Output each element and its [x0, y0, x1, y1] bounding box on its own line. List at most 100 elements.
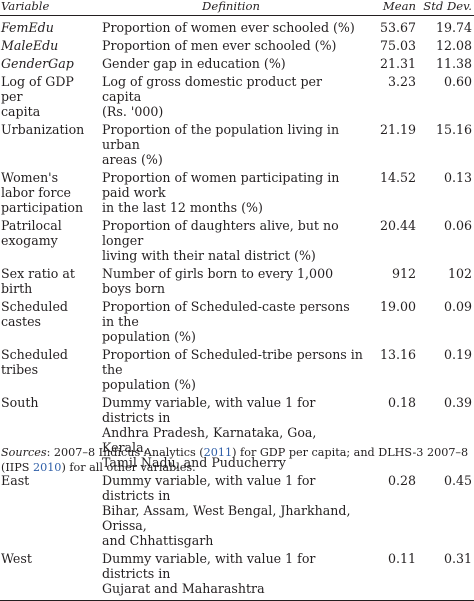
sources-label: Sources — [1, 446, 47, 459]
cell-mean: 0.28 — [387, 473, 416, 488]
cell-mean: 21.19 — [379, 122, 416, 137]
definition-line: Gender gap in education (%) — [102, 56, 286, 71]
cell-std-dev: 0.06 — [443, 218, 472, 233]
cell-std-dev: 12.08 — [435, 38, 472, 53]
cell-std-dev: 11.38 — [435, 56, 472, 71]
cell-variable: East — [0, 470, 98, 548]
cell-std-dev: 0.13 — [443, 170, 472, 185]
definition-line: Proportion of women ever schooled (%) — [102, 20, 355, 35]
definition-line: Andhra Pradesh, Karnataka, Goa, Kerala, — [102, 425, 317, 455]
cell-definition: Proportion of men ever schooled (%) — [98, 35, 364, 53]
definition-line: Proportion of women participating in pai… — [102, 170, 340, 200]
cell-std-dev: 0.60 — [443, 74, 472, 89]
cell-variable: Patrilocal exogamy — [0, 215, 98, 263]
variable-line: capita — [1, 104, 41, 119]
table-row: Scheduled tribes Proportion of Scheduled-t… — [0, 344, 474, 392]
variable-line: West — [1, 551, 32, 566]
header-variable: Variable — [0, 0, 98, 16]
table-sources-note: Sources: 2007–8 Indicus Analytics (2011)… — [1, 445, 474, 475]
sources-text-1: : 2007–8 Indicus Analytics ( — [46, 446, 204, 459]
table-row: Urbanization Proportion of the population… — [0, 119, 474, 167]
cell-std-dev: 0.19 — [443, 347, 472, 362]
sources-text-2: ) for GDP per capita; and DLHS-3 2007–8 … — [1, 446, 469, 474]
cell-definition: Proportion of women participating in pai… — [98, 167, 364, 215]
cell-std-dev: 0.45 — [443, 473, 472, 488]
cell-definition: Dummy variable, with value 1 for distric… — [98, 548, 364, 601]
variable-line: exogamy — [1, 233, 58, 248]
definition-line: Gujarat and Maharashtra — [102, 581, 265, 596]
cell-std-dev: 102 — [447, 266, 472, 281]
variable-line: MaleEdu — [1, 38, 59, 53]
cell-std-dev: 0.31 — [421, 548, 474, 601]
header-definition: Definition — [98, 0, 364, 16]
cell-definition: Dummy variable, with value 1 for distric… — [98, 392, 364, 470]
table-row: South Dummy variable, with value 1 for di… — [0, 392, 474, 470]
definition-line: Proportion of the population living in u… — [102, 122, 340, 152]
citation-link-2011[interactable]: 2011 — [203, 446, 233, 459]
cell-variable: MaleEdu — [0, 35, 98, 53]
variable-line: East — [1, 473, 30, 488]
table-row: Scheduled castes Proportion of Scheduled-c… — [0, 296, 474, 344]
definition-line: (Rs. '000) — [102, 104, 164, 119]
variable-line: Scheduled — [1, 299, 68, 314]
variable-line: Patrilocal — [1, 218, 62, 233]
variable-line: GenderGap — [1, 56, 74, 71]
cell-mean: 3.23 — [387, 74, 416, 89]
table-row: Patrilocal exogamy Proportion of daughters… — [0, 215, 474, 263]
variable-line: Urbanization — [1, 122, 85, 137]
cell-variable: GenderGap — [0, 53, 98, 71]
definition-line: Dummy variable, with value 1 for distric… — [102, 473, 316, 503]
definition-line: Dummy variable, with value 1 for distric… — [102, 551, 316, 581]
cell-variable: Urbanization — [0, 119, 98, 167]
cell-variable: FemEdu — [0, 16, 98, 35]
table-body: FemEdu Proportion of women ever schooled … — [0, 16, 474, 601]
cell-definition: Proportion of Scheduled-tribe persons in… — [98, 344, 364, 392]
variable-line: birth — [1, 281, 33, 296]
variable-line: labor force — [1, 185, 71, 200]
cell-std-dev: 19.74 — [435, 20, 472, 35]
definition-line: areas (%) — [102, 152, 163, 167]
cell-variable: Sex ratio at birth — [0, 263, 98, 296]
table-row: MaleEdu Proportion of men ever schooled (… — [0, 35, 474, 53]
variable-line: Women's — [1, 170, 59, 185]
header-mean: Mean — [364, 0, 421, 16]
cell-mean: 20.44 — [379, 218, 416, 233]
variable-line: Log of GDP per — [1, 74, 74, 104]
definition-line: in the last 12 months (%) — [102, 200, 263, 215]
table-row: Log of GDP per capita Log of gross domesti… — [0, 71, 474, 119]
cell-mean: 75.03 — [379, 38, 416, 53]
cell-std-dev: 15.16 — [435, 122, 472, 137]
cell-definition: Proportion of Scheduled-caste persons in… — [98, 296, 364, 344]
cell-mean: 912 — [391, 266, 416, 281]
variable-line: Sex ratio at — [1, 266, 75, 281]
cell-definition: Proportion of the population living in u… — [98, 119, 364, 167]
definition-line: Log of gross domestic product per capita — [102, 74, 322, 104]
cell-mean: 14.52 — [379, 170, 416, 185]
cell-mean: 13.16 — [379, 347, 416, 362]
citation-link-2010[interactable]: 2010 — [32, 461, 62, 474]
definition-line: population (%) — [102, 329, 196, 344]
sources-text-3: ) for all other variables. — [61, 461, 196, 474]
definition-line: Dummy variable, with value 1 for distric… — [102, 395, 316, 425]
definition-line: Proportion of men ever schooled (%) — [102, 38, 337, 53]
definition-line: Proportion of Scheduled-tribe persons in… — [102, 347, 363, 377]
table-row: GenderGap Gender gap in education (%) 21.3… — [0, 53, 474, 71]
cell-mean: 19.00 — [379, 299, 416, 314]
cell-definition: Log of gross domestic product per capita… — [98, 71, 364, 119]
cell-std-dev: 0.09 — [443, 299, 472, 314]
cell-mean: 53.67 — [379, 20, 416, 35]
variable-line: tribes — [1, 362, 39, 377]
definition-line: Bihar, Assam, West Bengal, Jharkhand, Or… — [102, 503, 351, 533]
cell-variable: South — [0, 392, 98, 470]
cell-std-dev: 0.39 — [443, 395, 472, 410]
definition-line: living with their natal district (%) — [102, 248, 316, 263]
definition-line: and Chhattisgarh — [102, 533, 214, 548]
definition-line: population (%) — [102, 377, 196, 392]
variable-line: castes — [1, 314, 42, 329]
definition-line: Proportion of daughters alive, but no lo… — [102, 218, 339, 248]
cell-definition: Proportion of women ever schooled (%) — [98, 16, 364, 35]
cell-variable: Scheduled tribes — [0, 344, 98, 392]
table-row: FemEdu Proportion of women ever schooled … — [0, 16, 474, 35]
